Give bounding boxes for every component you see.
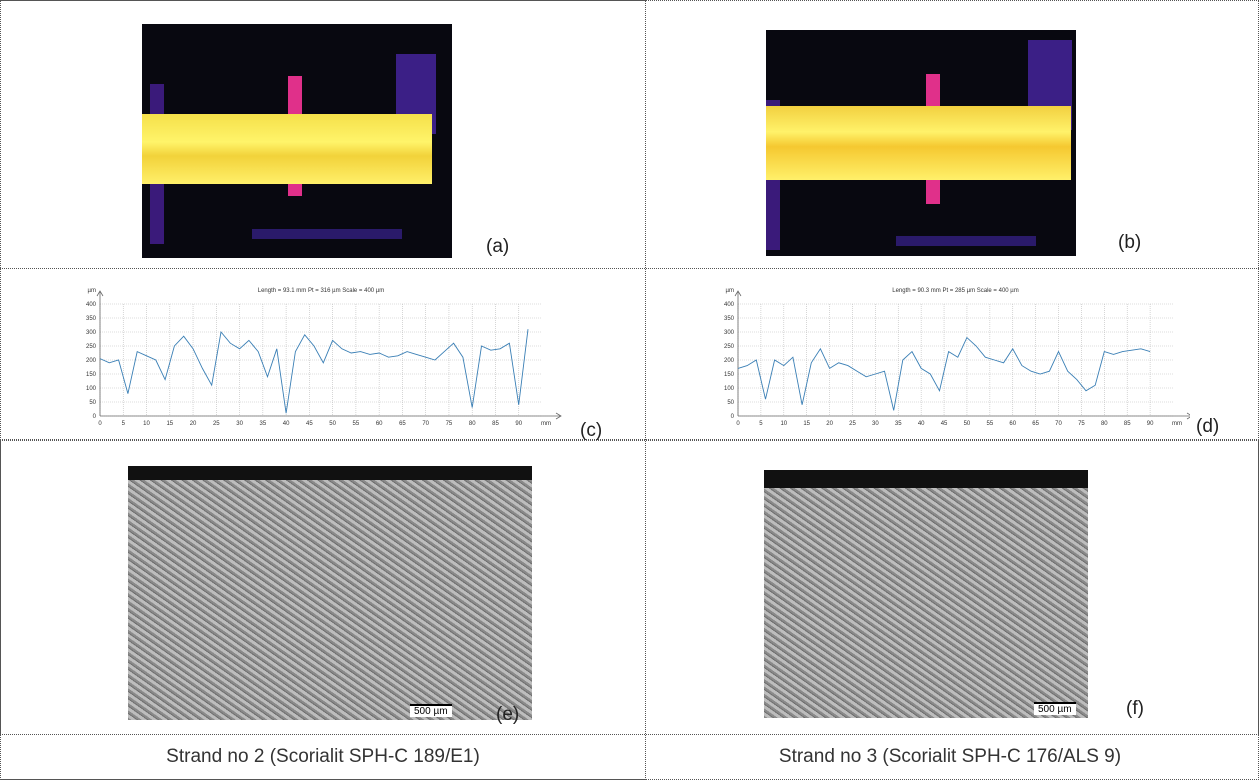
micrograph: 500 µm [128, 466, 532, 720]
x-tick-label: 30 [872, 421, 879, 427]
x-tick-label: 0 [98, 421, 102, 427]
axis-arrow [1186, 412, 1190, 420]
x-tick-label: 85 [1124, 421, 1131, 427]
x-tick-label: 75 [1078, 421, 1085, 427]
y-tick-label: 200 [724, 358, 735, 364]
x-tick-label: 25 [849, 421, 856, 427]
x-tick-label: 20 [190, 421, 197, 427]
y-axis-label: µm [88, 288, 96, 294]
caption: Strand no 2 (Scorialit SPH-C 189/E1) [166, 746, 480, 767]
y-tick-label: 50 [89, 400, 96, 406]
axis-arrow [96, 290, 104, 297]
x-tick-label: 35 [259, 421, 266, 427]
x-tick-label: 85 [492, 421, 499, 427]
caption: Strand no 3 (Scorialit SPH-C 176/ALS 9) [778, 746, 1122, 767]
x-tick-label: 10 [780, 421, 787, 427]
profile-line [737, 336, 1151, 411]
x-tick-label: 55 [986, 421, 993, 427]
x-tick-label: 40 [918, 421, 925, 427]
x-tick-label: 80 [469, 421, 476, 427]
x-tick-label: 90 [515, 421, 522, 427]
micrograph: 500 µm [764, 470, 1088, 718]
x-tick-label: 25 [213, 421, 220, 427]
x-tick-label: 55 [353, 421, 360, 427]
y-tick-label: 350 [724, 316, 735, 322]
x-tick-label: 10 [143, 421, 150, 427]
thermal-image [142, 24, 452, 258]
panel-label: (f) [1126, 698, 1144, 719]
chart-title: Length = 93.1 mm Pt = 316 µm Scale = 400… [258, 288, 384, 294]
panel-label: (a) [486, 236, 510, 257]
x-axis-label: mm [1172, 421, 1182, 427]
y-tick-label: 50 [727, 400, 734, 406]
y-tick-label: 0 [93, 414, 97, 420]
x-tick-label: 75 [446, 421, 453, 427]
y-tick-label: 250 [86, 344, 97, 350]
x-tick-label: 70 [422, 421, 429, 427]
x-tick-label: 50 [964, 421, 971, 427]
profile-chart: Length = 93.1 mm Pt = 316 µm Scale = 400… [86, 288, 562, 427]
y-tick-label: 300 [724, 330, 735, 336]
profile-chart: Length = 90.3 mm Pt = 285 µm Scale = 400… [724, 288, 1190, 427]
y-tick-label: 150 [86, 372, 97, 378]
x-tick-label: 65 [399, 421, 406, 427]
x-tick-label: 30 [236, 421, 243, 427]
x-tick-label: 0 [736, 421, 740, 427]
x-tick-label: 45 [941, 421, 948, 427]
profile-line [99, 329, 529, 414]
x-tick-label: 40 [283, 421, 290, 427]
x-tick-label: 50 [329, 421, 336, 427]
panel-label: (b) [1118, 232, 1142, 253]
x-tick-label: 65 [1032, 421, 1039, 427]
panel-label: (c) [580, 420, 603, 441]
y-tick-label: 0 [731, 414, 735, 420]
x-tick-label: 5 [759, 421, 763, 427]
y-axis-label: µm [726, 288, 734, 294]
axis-arrow [734, 290, 742, 297]
x-tick-label: 70 [1055, 421, 1062, 427]
x-tick-label: 35 [895, 421, 902, 427]
x-axis-label: mm [541, 421, 551, 427]
axis-arrow [555, 412, 562, 420]
y-tick-label: 350 [86, 316, 97, 322]
y-tick-label: 300 [86, 330, 97, 336]
y-tick-label: 400 [724, 302, 735, 308]
x-tick-label: 20 [826, 421, 833, 427]
panel-label: (e) [496, 704, 520, 725]
scale-bar: 500 µm [1034, 702, 1076, 715]
scale-bar: 500 µm [410, 704, 452, 717]
y-tick-label: 400 [86, 302, 97, 308]
x-tick-label: 60 [1009, 421, 1016, 427]
x-tick-label: 15 [803, 421, 810, 427]
x-tick-label: 80 [1101, 421, 1108, 427]
y-tick-label: 100 [724, 386, 735, 392]
x-tick-label: 90 [1147, 421, 1154, 427]
chart-title: Length = 90.3 mm Pt = 285 µm Scale = 400… [892, 288, 1018, 294]
x-tick-label: 5 [122, 421, 126, 427]
y-tick-label: 250 [724, 344, 735, 350]
y-tick-label: 200 [86, 358, 97, 364]
y-tick-label: 150 [724, 372, 735, 378]
x-tick-label: 15 [166, 421, 173, 427]
panel-label: (d) [1196, 416, 1220, 437]
thermal-image [766, 30, 1076, 256]
x-tick-label: 60 [376, 421, 383, 427]
y-tick-label: 100 [86, 386, 97, 392]
x-tick-label: 45 [306, 421, 313, 427]
